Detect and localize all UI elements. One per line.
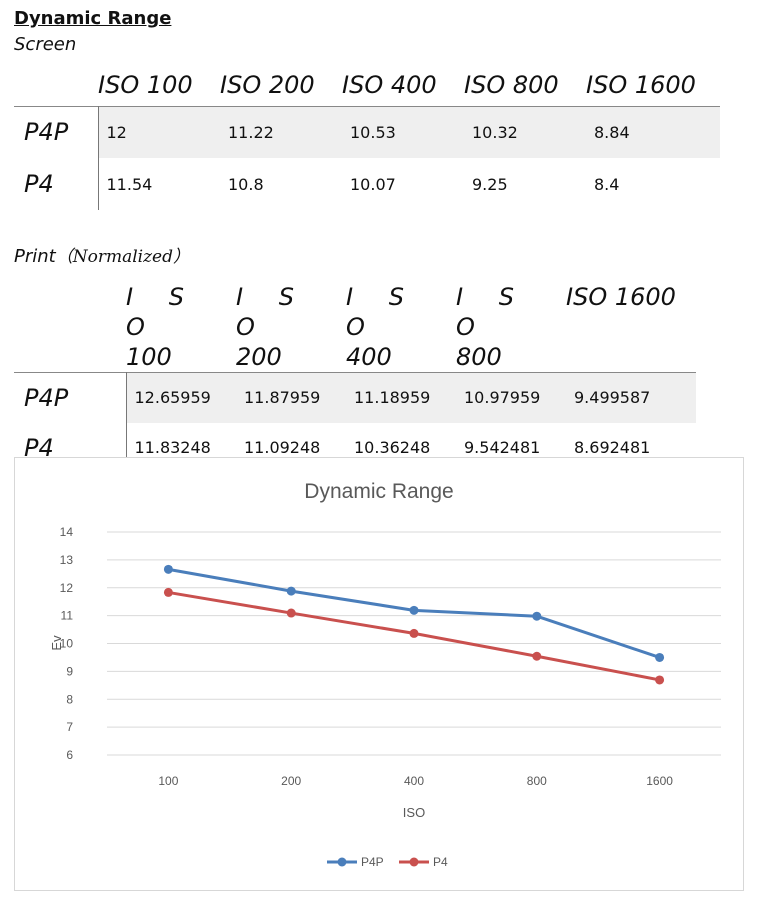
table-cell: 10.97959 [456, 372, 566, 423]
column-header-top: ISO 1600 [566, 283, 676, 311]
table-cell: 8.692481 [574, 438, 651, 457]
table-cell: 9.25 [472, 174, 508, 194]
data-point-p4 [655, 675, 665, 685]
table-cell: 12 [98, 105, 220, 158]
y-tick-label: 8 [66, 692, 73, 706]
table-cell: 10.36248 [354, 438, 431, 457]
y-tick-label: 11 [61, 609, 74, 623]
data-point-p4p [163, 564, 173, 574]
y-tick-label: 9 [66, 664, 73, 678]
x-tick-label: 200 [281, 774, 301, 788]
y-axis-label: Ev [49, 635, 64, 651]
table-cell: 9.542481 [464, 438, 541, 457]
document-title: Dynamic Range [14, 8, 172, 29]
column-header: I S O 800 [456, 282, 566, 373]
print-label: Print [14, 246, 56, 267]
data-point-p4 [409, 628, 419, 638]
table-cell: 10.8 [228, 174, 264, 194]
column-header: ISO 1600 [586, 70, 696, 99]
column-header: ISO 800 [464, 70, 559, 99]
column-header-top: I S O [236, 283, 308, 341]
legend: P4P P4 [327, 855, 448, 869]
row-label: P4 [14, 158, 99, 210]
legend-label: P4P [361, 855, 384, 869]
y-tick-label: 10 [60, 637, 74, 651]
legend-swatch-marker [337, 857, 347, 867]
table-cell: 11.54 [106, 174, 153, 194]
y-tick-label: 6 [66, 748, 73, 762]
legend-label: P4 [433, 855, 448, 869]
y-tick-label: 7 [66, 720, 73, 734]
x-tick-label: 100 [158, 774, 178, 788]
gridlines [107, 531, 721, 756]
x-tick-label: 800 [527, 774, 547, 788]
column-header-top: I S O [126, 283, 198, 341]
x-tick-label: 1600 [646, 774, 673, 788]
column-header-bottom: 400 [346, 343, 392, 371]
screen-table: ISO 100 ISO 200 ISO 400 ISO 800 ISO 1600… [14, 64, 720, 210]
column-header-top: I S O [346, 283, 418, 341]
column-header: ISO 1600 [566, 282, 696, 373]
table-cell: 10.32 [464, 105, 586, 158]
data-point-p4p [655, 652, 665, 662]
table-cell: 11.22 [220, 105, 342, 158]
column-header-bottom: 800 [456, 343, 502, 371]
data-point-p4p [286, 586, 296, 596]
table-cell: 9.499587 [566, 372, 696, 423]
y-tick-label: 13 [60, 553, 74, 567]
legend-swatch-marker [409, 857, 419, 867]
x-tick-label: 400 [404, 774, 424, 788]
y-tick-label: 12 [60, 581, 74, 595]
print-heading: Print（Normalized） [14, 242, 190, 267]
table-cell: 12.65959 [126, 372, 236, 423]
column-header: ISO 200 [220, 70, 315, 99]
table-cell: 10.53 [342, 105, 464, 158]
y-tick-label: 14 [60, 525, 74, 539]
table-cell: 8.84 [586, 105, 720, 158]
table-cell: 10.07 [350, 174, 396, 194]
data-point-p4p [409, 605, 419, 615]
dynamic-range-chart: Dynamic Range 6 7 8 9 10 11 12 13 14 100 200 400 80… [49, 480, 721, 869]
header-empty [14, 64, 98, 106]
print-table: I S O 100 I S O 200 I S O 400 I S O 800 ISO … [14, 282, 696, 473]
series-lines [163, 564, 665, 685]
table-cell: 8.4 [594, 174, 620, 194]
column-header: ISO 100 [98, 70, 193, 99]
column-header: I S O 100 [126, 282, 236, 373]
table-cell: 11.18959 [346, 372, 456, 423]
row-label: P4P [14, 372, 127, 423]
data-point-p4 [286, 608, 296, 618]
column-header-bottom: 200 [236, 343, 282, 371]
x-tick-labels: 100 200 400 800 1600 [158, 774, 673, 788]
header-empty [14, 282, 126, 373]
table-cell: 11.83248 [134, 438, 211, 457]
print-note: （Normalized） [55, 247, 190, 267]
y-tick-labels: 6 7 8 9 10 11 12 13 14 [60, 525, 74, 762]
data-point-p4p [532, 611, 542, 621]
table-cell: 11.09248 [244, 438, 321, 457]
column-header: ISO 400 [342, 70, 437, 99]
column-header-top: I S O [456, 283, 528, 341]
chart-container: Dynamic Range 6 7 8 9 10 11 12 13 14 100 200 400 80… [14, 457, 744, 891]
data-point-p4 [532, 651, 542, 661]
column-header-bottom: 100 [126, 343, 172, 371]
column-header: I S O 200 [236, 282, 346, 373]
screen-subtitle: Screen [14, 34, 77, 55]
x-axis-label: ISO [403, 805, 425, 820]
data-point-p4 [163, 587, 173, 597]
row-label: P4P [14, 105, 99, 158]
chart-title: Dynamic Range [304, 480, 453, 503]
table-cell: 11.87959 [236, 372, 346, 423]
column-header: I S O 400 [346, 282, 456, 373]
